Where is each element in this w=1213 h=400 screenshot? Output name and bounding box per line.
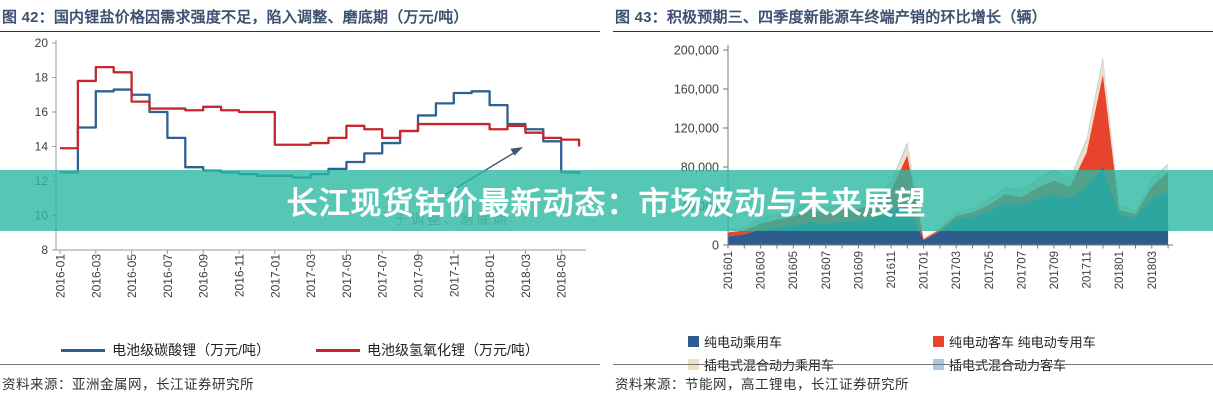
legend-label: 纯电动客车 纯电动专用车	[949, 335, 1096, 350]
red-square-swatch	[933, 336, 944, 347]
navy-square-swatch	[688, 336, 699, 347]
y-tick-label: 14	[35, 140, 49, 154]
annotation-arrowhead	[510, 147, 523, 156]
x-tick-label: 2018-01	[483, 254, 497, 298]
lithium-salt-price-line-chart: 81012141618202016-012016-032016-052016-0…	[35, 36, 586, 298]
right-panel: 图 43：积极预期三、四季度新能源车终端产销的环比增长（辆） 040,00080…	[613, 0, 1213, 400]
x-tick-label: 201607	[821, 251, 833, 289]
source-note: 资料来源：节能网，高工锂电，长江证券研究所	[615, 377, 909, 392]
left-chart-legend: 电池级碳酸锂（万元/吨） 电池级氢氧化锂（万元/吨）	[0, 340, 600, 360]
blue-line-swatch	[61, 348, 106, 352]
x-tick-label: 2017-05	[340, 254, 354, 298]
banner-title: 长江现货钴价最新动态：市场波动与未来展望	[286, 186, 927, 221]
legend-label: 插电式混合动力乘用车	[704, 358, 835, 373]
legend-label: 纯电动乘用车	[704, 335, 783, 350]
watermark-banner: 长江现货钴价最新动态：市场波动与未来展望	[0, 170, 1213, 231]
y-tick-label: 0	[712, 239, 719, 253]
source-divider	[0, 364, 600, 365]
title-underline	[613, 31, 1213, 32]
x-tick-label: 201605	[788, 251, 800, 289]
x-tick-label: 2016-11	[233, 254, 247, 297]
x-tick-label: 2016-07	[161, 254, 175, 298]
x-tick-label: 201601	[723, 251, 735, 289]
y-tick-label: 8	[41, 243, 48, 257]
x-tick-label: 201705	[984, 251, 996, 289]
x-tick-label: 2016-03	[89, 254, 103, 298]
x-tick-label: 201711	[1082, 251, 1094, 289]
x-tick-label: 2016-09	[197, 254, 211, 298]
x-tick-label: 2016-05	[125, 254, 139, 298]
y-tick-label: 200,000	[674, 44, 719, 58]
legend-label: 电池级氢氧化锂（万元/吨）	[367, 342, 539, 358]
x-tick-label: 201709	[1049, 251, 1061, 289]
x-tick-label: 201611	[886, 251, 898, 289]
price-line-1	[60, 66, 581, 150]
left-panel: 图 42：国内锂盐价格因需求强度不足，陷入调整、磨底期（万元/吨） 810121…	[0, 0, 600, 400]
x-tick-label: 201707	[1016, 251, 1028, 289]
legend-item-carbonate: 电池级碳酸锂（万元/吨）	[61, 340, 270, 360]
y-tick-label: 120,000	[674, 122, 719, 136]
title-underline	[0, 31, 600, 32]
y-tick-label: 16	[35, 105, 49, 119]
y-tick-label: 160,000	[674, 83, 719, 97]
x-tick-label: 201603	[756, 251, 768, 289]
figure-43-title: 图 43：积极预期三、四季度新能源车终端产销的环比增长（辆）	[615, 9, 1047, 26]
legend-label: 电池级碳酸锂（万元/吨）	[112, 342, 270, 358]
legend-item-hydroxide: 电池级氢氧化锂（万元/吨）	[316, 340, 539, 360]
legend-label: 插电式混合动力客车	[949, 358, 1067, 373]
legend-item-bev-passenger: 纯电动乘用车	[688, 332, 933, 351]
x-tick-label: 201609	[853, 251, 865, 289]
x-tick-label: 201701	[919, 251, 931, 289]
x-tick-label: 2017-03	[304, 254, 318, 298]
x-tick-label: 201703	[951, 251, 963, 289]
y-tick-label: 18	[35, 71, 49, 85]
x-tick-label: 2017-01	[268, 254, 282, 298]
source-note: 资料来源：亚洲金属网，长江证券研究所	[2, 377, 254, 392]
source-divider	[613, 364, 1213, 365]
legend-item-bev-bus-special: 纯电动客车 纯电动专用车	[933, 332, 1096, 351]
x-tick-label: 201803	[1147, 251, 1159, 289]
x-tick-label: 2018-03	[519, 254, 533, 298]
x-tick-label: 2018-05	[555, 254, 569, 298]
x-tick-label: 2017-09	[412, 254, 426, 298]
right-chart-legend: 纯电动乘用车 纯电动客车 纯电动专用车 插电式混合动力乘用车 插电式混合动力客车	[688, 332, 1096, 374]
y-tick-label: 20	[35, 36, 49, 50]
figure-42-title: 图 42：国内锂盐价格因需求强度不足，陷入调整、磨底期（万元/吨）	[2, 9, 469, 26]
x-tick-label: 2017-11	[447, 254, 461, 297]
x-tick-label: 201801	[1114, 251, 1126, 289]
red-line-swatch	[316, 348, 360, 352]
x-tick-label: 2017-07	[376, 254, 390, 298]
x-tick-label: 2016-01	[54, 254, 68, 298]
